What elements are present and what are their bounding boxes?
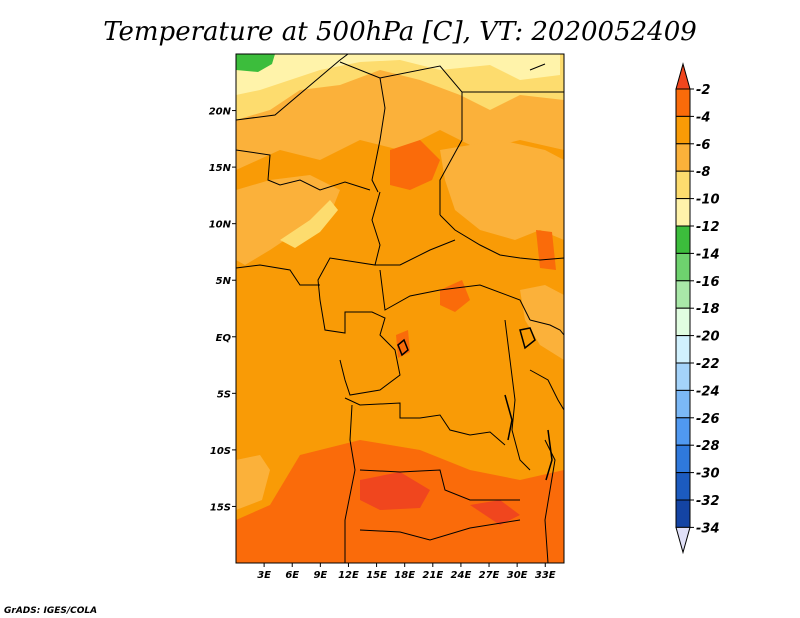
lon-tick-label: 24E bbox=[451, 570, 472, 581]
lake-malawi bbox=[545, 429, 553, 481]
contour-gt-m2-south bbox=[360, 472, 430, 510]
map-frame bbox=[235, 53, 565, 564]
lat-tick-label: 15S bbox=[210, 502, 231, 513]
colorbar-box bbox=[675, 280, 691, 309]
lat-tick-label: EQ bbox=[216, 333, 232, 344]
colorbar-box bbox=[675, 88, 691, 117]
colorbar-box bbox=[675, 499, 691, 528]
latitude-axis: 20N 15N 10N 5N EQ 5S 10S 15S bbox=[209, 107, 236, 513]
border-chad-sudan bbox=[379, 65, 463, 215]
lakes bbox=[397, 327, 553, 481]
lake-victoria bbox=[519, 327, 536, 350]
colorbar-box bbox=[675, 307, 691, 337]
contour-m8-m6-west bbox=[236, 175, 340, 265]
border-niger-libya bbox=[339, 61, 386, 193]
border-tanzania bbox=[529, 369, 564, 411]
colorbar-bottom-triangle bbox=[675, 526, 691, 555]
lake-tanganyika bbox=[504, 394, 513, 441]
border-drc-angola bbox=[344, 397, 506, 446]
lon-tick-label: 33E bbox=[535, 570, 556, 581]
colorbar-box bbox=[675, 143, 691, 172]
contour-m4-m2-ubangi bbox=[440, 280, 470, 312]
lat-tick-label: 10S bbox=[210, 446, 231, 457]
lat-tick-label: 15N bbox=[209, 163, 232, 174]
colorbar-label: -14 bbox=[696, 247, 720, 262]
colorbar-label: -34 bbox=[696, 521, 720, 536]
border-great-lakes bbox=[504, 319, 531, 471]
border-angola-zambia bbox=[359, 469, 520, 501]
colorbar-label: -8 bbox=[696, 165, 710, 180]
lon-tick-label: 15E bbox=[366, 570, 387, 581]
lon-tick-label: 12E bbox=[338, 570, 359, 581]
contour-m8-m6-southwest bbox=[236, 455, 270, 510]
colorbar-label: -4 bbox=[696, 110, 710, 125]
lon-tick-label: 21E bbox=[422, 570, 443, 581]
colorbar-box bbox=[675, 472, 691, 501]
colorbar-box bbox=[675, 170, 691, 200]
colorbar-box bbox=[675, 198, 691, 227]
border-car-southsudan bbox=[439, 214, 564, 261]
colorbar: -2 -4 -6 -8 -10 -12 -14 -16 -18 -20 -22 -24 -26 -28 -3… bbox=[675, 62, 720, 555]
map-title: Temperature at 500hPa [C], VT: 202005240… bbox=[103, 17, 697, 47]
border-car-drc bbox=[379, 269, 531, 321]
colorbar-box bbox=[675, 362, 691, 391]
colorbar-label: -12 bbox=[696, 220, 720, 235]
border-sahel bbox=[236, 149, 371, 191]
border-namibia-botswana bbox=[359, 519, 521, 541]
coast-red-sea bbox=[529, 63, 546, 71]
colorbar-label: -32 bbox=[696, 494, 720, 509]
colorbar-label: -22 bbox=[696, 357, 720, 372]
contour-m8-m6-east bbox=[440, 140, 564, 240]
lat-tick-label: 10N bbox=[209, 220, 232, 231]
border-chad-car bbox=[375, 239, 456, 266]
contour-m14-m12-patch bbox=[236, 54, 275, 72]
lat-tick-label: 5S bbox=[217, 389, 231, 400]
colorbar-label: -10 bbox=[696, 193, 720, 208]
colorbar-label: -26 bbox=[696, 412, 720, 427]
grads-credit: GrADS: IGES/COLA bbox=[4, 606, 97, 616]
contour-m4-m2-sahel bbox=[390, 140, 440, 190]
contour-m10-m8-west bbox=[280, 200, 338, 248]
colorbar-label: -6 bbox=[696, 138, 710, 153]
colorbar-label: -16 bbox=[696, 275, 720, 290]
colorbar-label: -18 bbox=[696, 302, 720, 317]
lat-tick-label: 5N bbox=[216, 276, 232, 287]
border-gabon-congo bbox=[319, 299, 401, 396]
colorbar-label: -24 bbox=[696, 384, 720, 399]
longitude-axis: 3E 6E 9E 12E 15E 18E 21E 24E 27E 30E 33E bbox=[257, 563, 556, 581]
colorbar-label: -28 bbox=[696, 439, 720, 454]
colorbar-box bbox=[675, 335, 691, 364]
colorbar-box bbox=[675, 389, 691, 419]
colorbar-box bbox=[675, 225, 691, 254]
colorbar-label: -30 bbox=[696, 467, 720, 482]
lon-tick-label: 30E bbox=[507, 570, 528, 581]
colorbar-box bbox=[675, 444, 691, 474]
contour-m12-m10-north bbox=[236, 54, 560, 95]
coast-angola bbox=[344, 404, 356, 563]
border-uganda bbox=[529, 319, 564, 336]
colorbar-box bbox=[675, 417, 691, 446]
colorbar-top-triangle bbox=[675, 62, 691, 90]
lon-tick-label: 27E bbox=[479, 570, 500, 581]
lon-tick-label: 3E bbox=[257, 570, 271, 581]
map-panel bbox=[236, 54, 564, 563]
boundaries bbox=[236, 54, 564, 563]
lat-tick-label: 20N bbox=[209, 107, 232, 118]
colorbar-label: -20 bbox=[696, 330, 720, 345]
lon-tick-label: 6E bbox=[285, 570, 299, 581]
lake-tumba bbox=[397, 338, 409, 357]
colorbar-box bbox=[675, 115, 691, 145]
colorbar-label: -2 bbox=[696, 83, 710, 98]
border-algeria-mali bbox=[236, 54, 349, 121]
colorbar-box bbox=[675, 252, 691, 282]
coast-gulf-guinea bbox=[236, 264, 320, 286]
lon-tick-label: 18E bbox=[394, 570, 415, 581]
lon-tick-label: 9E bbox=[313, 570, 327, 581]
contour-gt-m2-southeast bbox=[470, 500, 520, 525]
